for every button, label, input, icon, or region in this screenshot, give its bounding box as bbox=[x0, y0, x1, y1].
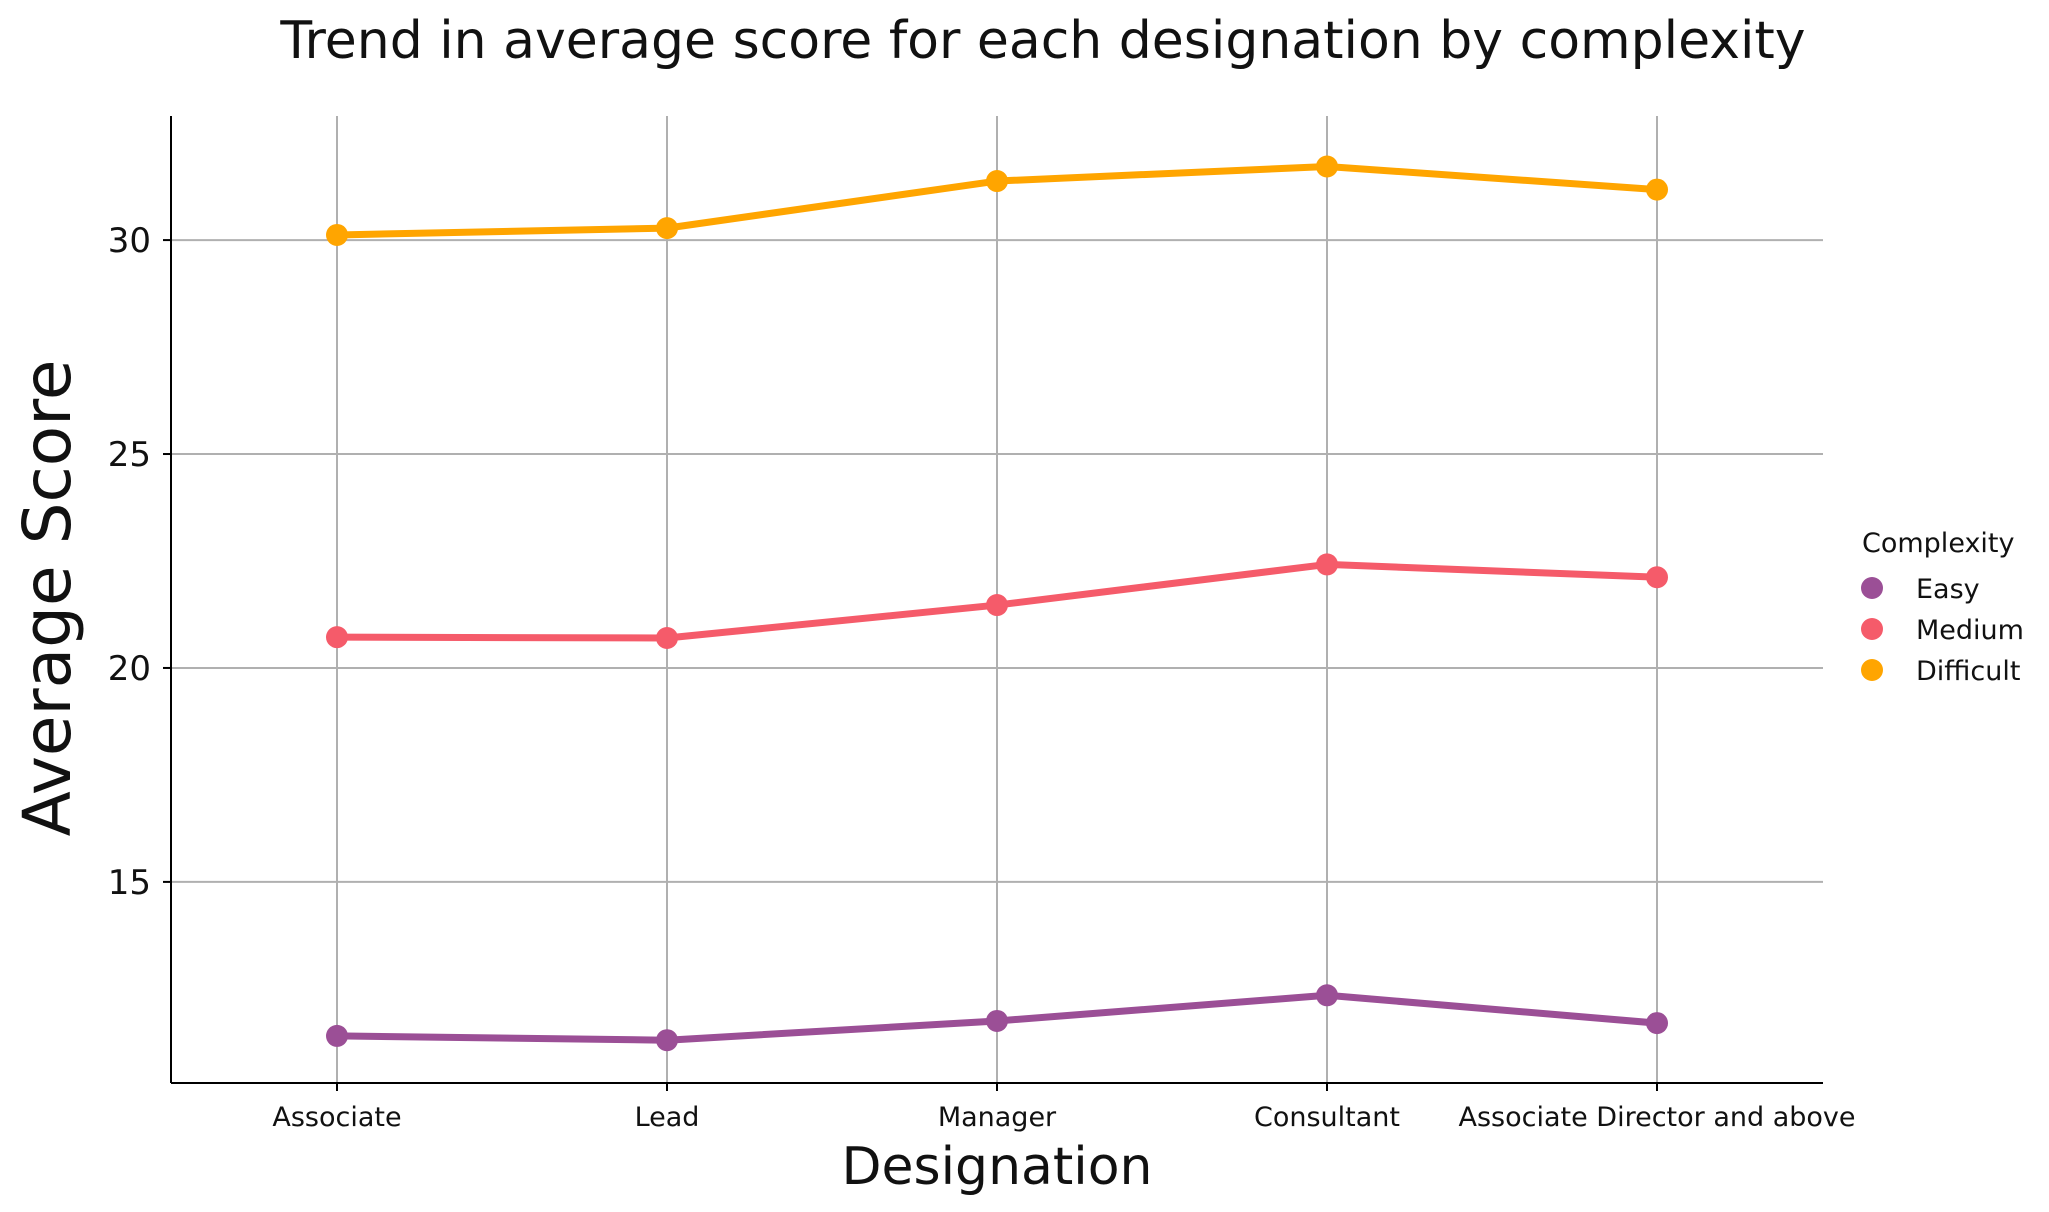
legend: Complexity Easy Medium Difficult bbox=[1861, 528, 2024, 687]
grid bbox=[171, 116, 1823, 1083]
y-tick-label: 20 bbox=[108, 649, 151, 689]
series-difficult bbox=[326, 155, 1668, 246]
data-point bbox=[326, 223, 348, 246]
x-tick-label: Consultant bbox=[1254, 1102, 1400, 1133]
x-axis-label: Designation bbox=[841, 1137, 1152, 1197]
y-tick-label: 15 bbox=[108, 863, 151, 903]
data-point bbox=[1646, 1012, 1668, 1035]
y-axis-label: Average Score bbox=[9, 360, 86, 837]
x-ticks: Associate Lead Manager Consultant Associate … bbox=[272, 1083, 1856, 1133]
data-point bbox=[986, 170, 1008, 193]
y-tick-label: 30 bbox=[108, 221, 151, 261]
x-tick-label: Lead bbox=[635, 1102, 700, 1133]
data-point bbox=[326, 626, 348, 649]
data-point bbox=[986, 1009, 1008, 1032]
series-layer bbox=[326, 155, 1668, 1052]
data-point bbox=[1316, 984, 1338, 1007]
x-tick-label: Manager bbox=[938, 1102, 1057, 1133]
data-point bbox=[1646, 566, 1668, 589]
data-point bbox=[656, 217, 678, 240]
y-tick-label: 25 bbox=[108, 435, 151, 475]
chart-title: Trend in average score for each designat… bbox=[279, 11, 1805, 71]
legend-items: Easy Medium Difficult bbox=[1861, 574, 2024, 687]
series-medium bbox=[326, 553, 1668, 650]
data-point bbox=[656, 1029, 678, 1052]
x-tick-label: Associate bbox=[272, 1102, 401, 1133]
series-easy bbox=[326, 984, 1668, 1052]
legend-label: Easy bbox=[1916, 574, 1980, 605]
data-point bbox=[1316, 553, 1338, 576]
data-point bbox=[986, 594, 1008, 617]
legend-marker bbox=[1861, 659, 1883, 681]
legend-marker bbox=[1861, 618, 1883, 640]
legend-label: Medium bbox=[1916, 615, 2024, 646]
data-point bbox=[326, 1024, 348, 1047]
legend-marker bbox=[1861, 577, 1883, 599]
data-point bbox=[1316, 155, 1338, 178]
legend-label: Difficult bbox=[1916, 656, 2020, 687]
y-ticks: 15 20 25 30 bbox=[108, 221, 171, 903]
data-point bbox=[1646, 178, 1668, 201]
data-point bbox=[656, 627, 678, 650]
x-tick-label: Associate Director and above bbox=[1458, 1102, 1855, 1133]
legend-title: Complexity bbox=[1862, 528, 2015, 559]
